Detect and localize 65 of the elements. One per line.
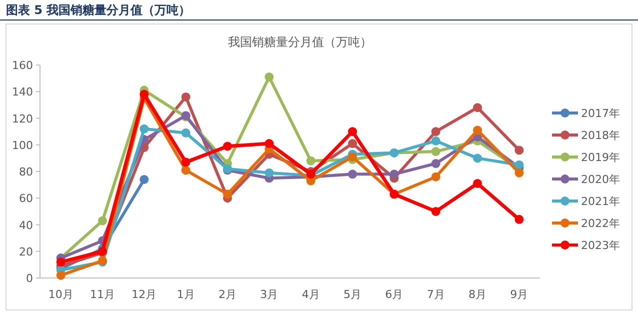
point — [348, 170, 357, 179]
y-tick-label: 160 — [12, 59, 33, 72]
x-tick-label: 4月 — [302, 288, 320, 301]
legend-label: 2020年 — [581, 173, 620, 186]
point — [431, 136, 440, 146]
point — [264, 72, 274, 82]
x-tick-label: 7月 — [426, 288, 445, 301]
x-tick-label: 1月 — [176, 288, 195, 301]
x-tick-label: 5月 — [344, 288, 362, 301]
y-tick-label: 20 — [19, 245, 33, 258]
point — [223, 142, 232, 151]
point — [98, 216, 107, 226]
point — [431, 159, 440, 168]
point — [473, 178, 482, 188]
point — [264, 168, 274, 178]
point — [348, 127, 357, 136]
x-tick-label: 9月 — [510, 288, 528, 301]
y-tick-label: 100 — [12, 138, 33, 152]
point — [431, 147, 440, 156]
point — [473, 126, 482, 135]
chart-subtitle: 我国销糖量分月值（万吨） — [228, 35, 372, 49]
point — [140, 90, 149, 99]
point — [306, 156, 316, 166]
y-tick-label: 80 — [19, 166, 33, 178]
point — [514, 146, 524, 155]
point — [140, 174, 149, 184]
y-tick-label: 0 — [26, 272, 33, 285]
point — [390, 170, 399, 179]
point — [56, 258, 66, 267]
y-tick-label: 120 — [12, 112, 33, 126]
point — [140, 124, 149, 134]
point — [56, 270, 66, 280]
x-tick-label: 11月 — [90, 288, 115, 301]
point — [431, 206, 440, 216]
x-tick-label: 8月 — [468, 288, 486, 301]
point — [514, 214, 524, 224]
point — [473, 154, 482, 163]
legend-label: 2017年 — [581, 107, 620, 120]
x-tick-label: 12月 — [132, 288, 157, 301]
point — [264, 139, 274, 148]
point — [514, 168, 524, 178]
point — [431, 172, 440, 182]
legend-label: 2023年 — [581, 239, 620, 252]
x-tick-label: 2月 — [218, 288, 236, 301]
x-tick-label: 3月 — [260, 288, 278, 301]
legend-label: 2019年 — [581, 151, 620, 164]
point — [181, 166, 190, 175]
point — [514, 160, 524, 170]
point — [348, 139, 357, 148]
point — [181, 128, 190, 138]
legend-label: 2022年 — [581, 217, 620, 230]
point — [181, 92, 190, 102]
y-tick-label: 140 — [12, 86, 33, 99]
legend-label: 2021年 — [581, 195, 620, 208]
x-tick-label: 10月 — [48, 288, 74, 301]
point — [473, 103, 482, 112]
x-tick-label: 6月 — [385, 288, 404, 301]
legend-label: 2018年 — [581, 129, 620, 142]
point — [223, 190, 232, 199]
point — [348, 152, 357, 162]
point — [181, 158, 190, 167]
chart-title: 图表 5 我国销糖量分月值（万吨） — [6, 3, 191, 17]
point — [431, 127, 440, 136]
y-tick-label: 60 — [19, 192, 33, 206]
y-tick-label: 40 — [19, 218, 33, 232]
